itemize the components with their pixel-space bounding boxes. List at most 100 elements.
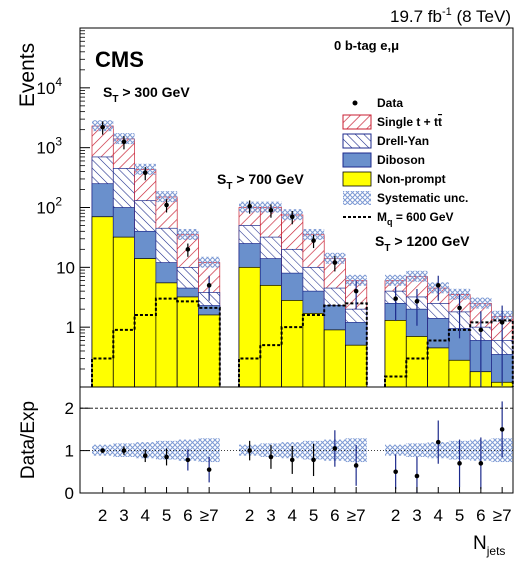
ratio-syst-band xyxy=(406,443,428,457)
x-tick-label: ≥7 xyxy=(493,506,512,525)
y-tick-label: 102 xyxy=(36,195,62,218)
x-axis-ticks: 2 3 4 5 6 ≥7 2 3 4 5 6 ≥7 2 3 4 5 6 ≥7 xyxy=(98,487,512,525)
data-point xyxy=(289,214,295,220)
y-tick-label: 104 xyxy=(36,75,62,98)
legend-marker-diboson xyxy=(342,152,372,168)
x-tick-label: 6 xyxy=(476,506,485,525)
legend-label-syst: Systematic unc. xyxy=(377,191,468,205)
x-tick-label: 2 xyxy=(245,506,254,525)
x-axis-label: Njets xyxy=(473,533,505,558)
legend-label-diboson: Diboson xyxy=(377,153,425,167)
bar-nonprompt xyxy=(448,359,471,388)
ratio-point xyxy=(142,453,148,458)
x-tick-label: 6 xyxy=(330,506,339,525)
syst-band xyxy=(155,191,178,203)
ratio-plot-area xyxy=(80,401,513,493)
channel-label: 0 b-tag e,μ xyxy=(334,38,399,53)
x-tick-label: ≥7 xyxy=(347,506,366,525)
ratio-point xyxy=(206,467,212,472)
experiment-label: CMS xyxy=(95,47,144,72)
panel-label-st1200: ST > 1200 GeV xyxy=(375,233,470,254)
data-point xyxy=(311,238,316,243)
x-tick-label: 4 xyxy=(288,506,297,525)
x-tick-label: 3 xyxy=(412,506,421,525)
x-tick-label: 5 xyxy=(455,506,464,525)
bar-nonprompt xyxy=(238,266,261,388)
lumi-label: 19.7 fb-1 (8 TeV) xyxy=(390,6,511,26)
ratio-tick-label: 0 xyxy=(65,484,74,503)
ratio-point xyxy=(185,457,191,463)
x-tick-label: 3 xyxy=(266,506,275,525)
data-point xyxy=(435,283,441,288)
ratio-point xyxy=(414,473,420,479)
x-tick-label: 5 xyxy=(162,506,171,525)
bar-nonprompt xyxy=(302,313,325,388)
ratio-syst-band xyxy=(198,438,220,463)
data-point xyxy=(414,299,420,304)
legend-label-single-top: Single t + tt xyxy=(377,115,442,129)
data-point xyxy=(457,305,462,311)
bar-nonprompt xyxy=(91,216,114,388)
bar-nonprompt xyxy=(405,336,428,388)
ratio-point xyxy=(121,448,127,453)
ratio-point xyxy=(393,469,398,475)
legend: Data Single t + tt Drell-Yan Diboson Non… xyxy=(342,96,468,227)
x-tick-label: 2 xyxy=(391,506,400,525)
y-tick-label: 103 xyxy=(36,135,62,158)
x-tick-label: 4 xyxy=(141,506,150,525)
data-point xyxy=(268,207,274,213)
syst-band xyxy=(470,297,492,309)
data-point xyxy=(247,203,252,209)
data-point xyxy=(353,288,359,294)
data-point xyxy=(164,202,169,208)
ratio-point xyxy=(100,448,105,453)
legend-label-nonprompt: Non-prompt xyxy=(377,172,446,186)
data-point xyxy=(478,327,484,333)
bar-nonprompt xyxy=(198,314,221,388)
data-point xyxy=(185,247,191,252)
y-axis-label: Events xyxy=(16,43,39,107)
ratio-point xyxy=(247,448,252,453)
panel-label-st300: ST > 300 GeV xyxy=(103,84,190,105)
ratio-plot-frame xyxy=(79,386,514,494)
ratio-point xyxy=(499,427,505,432)
data-point xyxy=(121,139,127,145)
ratio-point xyxy=(164,454,169,460)
y-tick-label: 10 xyxy=(56,258,75,277)
bar-nonprompt xyxy=(259,284,282,388)
ratio-tick-label: 2 xyxy=(65,399,74,418)
x-tick-label: 2 xyxy=(98,506,107,525)
bar-nonprompt xyxy=(112,236,135,388)
data-point xyxy=(100,124,105,130)
bar-nonprompt xyxy=(345,344,368,388)
signal-line xyxy=(238,302,368,387)
main-plot-area xyxy=(91,120,514,388)
ratio-point xyxy=(289,457,295,463)
data-point xyxy=(393,296,398,301)
legend-marker-drell-yan xyxy=(342,133,372,149)
legend-marker-data xyxy=(352,100,358,106)
legend-label-drell-yan: Drell-Yan xyxy=(377,134,429,148)
syst-band xyxy=(406,270,428,282)
y-tick-label: 1 xyxy=(66,318,75,337)
bar-nonprompt xyxy=(134,258,157,388)
syst-band xyxy=(385,274,407,286)
ratio-point xyxy=(268,454,274,460)
ratio-point xyxy=(353,463,359,468)
bar-nonprompt xyxy=(281,300,304,388)
ratio-point xyxy=(332,446,338,451)
legend-marker-single-top xyxy=(342,114,372,130)
bar-nonprompt xyxy=(427,347,450,388)
data-point xyxy=(499,320,505,325)
ratio-point xyxy=(311,457,316,463)
x-tick-label: 3 xyxy=(119,506,128,525)
data-point xyxy=(206,283,212,288)
ratio-tick-label: 1 xyxy=(65,442,74,461)
bar-nonprompt xyxy=(323,329,346,388)
legend-label-signal: Mq = 600 GeV xyxy=(377,210,454,227)
syst-band xyxy=(345,274,367,286)
legend-marker-syst xyxy=(343,191,371,205)
syst-band xyxy=(302,228,325,240)
